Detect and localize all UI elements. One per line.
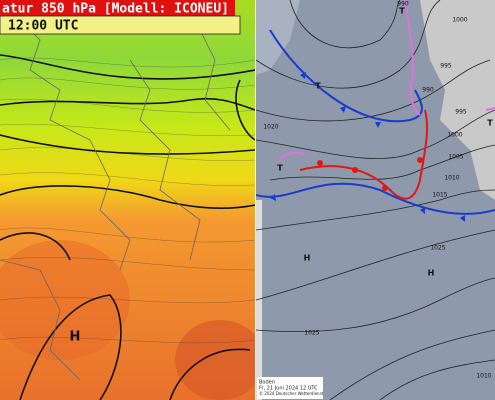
isobar-label: 995 — [440, 63, 452, 70]
isobar-label: 990 — [422, 87, 434, 94]
high-center: H — [428, 269, 435, 278]
cold-front — [256, 29, 495, 222]
title-banner — [0, 0, 235, 16]
isobar-label: 1010 — [476, 373, 491, 380]
isobar-label: 1020 — [263, 124, 278, 131]
low-center: T — [399, 7, 405, 16]
warm-front — [299, 109, 429, 200]
high-center: H — [304, 254, 311, 263]
pressure-center: H — [70, 330, 81, 345]
isobar-label: 1015 — [432, 192, 447, 199]
isobar-label: 1000 — [452, 17, 467, 24]
footer-text: Fr, 21 Juni 2024 12 UTC — [259, 386, 318, 392]
isobar-label: 1025 — [430, 245, 445, 252]
low-center: T — [277, 164, 283, 173]
low-center: T — [487, 119, 493, 128]
pressure-centers: T T T T H H — [277, 7, 493, 278]
footer-box — [257, 377, 323, 399]
isobar-label: 1005 — [448, 154, 463, 161]
isobar-label: 1025 — [304, 330, 319, 337]
footer-text: Boden — [259, 380, 275, 386]
footer-text: © 2024 Deutscher Wetterdienst — [259, 391, 324, 396]
isobar-label: 1010 — [444, 175, 459, 182]
isobar-labels: 990 1000 995 995 990 1020 1000 1005 1010… — [263, 1, 491, 380]
occluded-front — [279, 0, 495, 161]
low-center: T — [315, 82, 321, 91]
time-box — [0, 15, 241, 35]
temperature-map: H atur 850 hPa [Modell: ICONEU] 12:00 UT… — [0, 0, 255, 400]
surface-analysis-map: 990 1000 995 995 990 1020 1000 1005 1010… — [256, 0, 495, 400]
isobar-label: 1000 — [447, 132, 462, 139]
map-title: atur 850 hPa [Modell: ICONEU] — [2, 2, 229, 17]
valid-time: 12:00 UTC — [8, 19, 78, 34]
isobar-label: 995 — [455, 109, 467, 116]
isobar-label: 990 — [397, 1, 409, 8]
